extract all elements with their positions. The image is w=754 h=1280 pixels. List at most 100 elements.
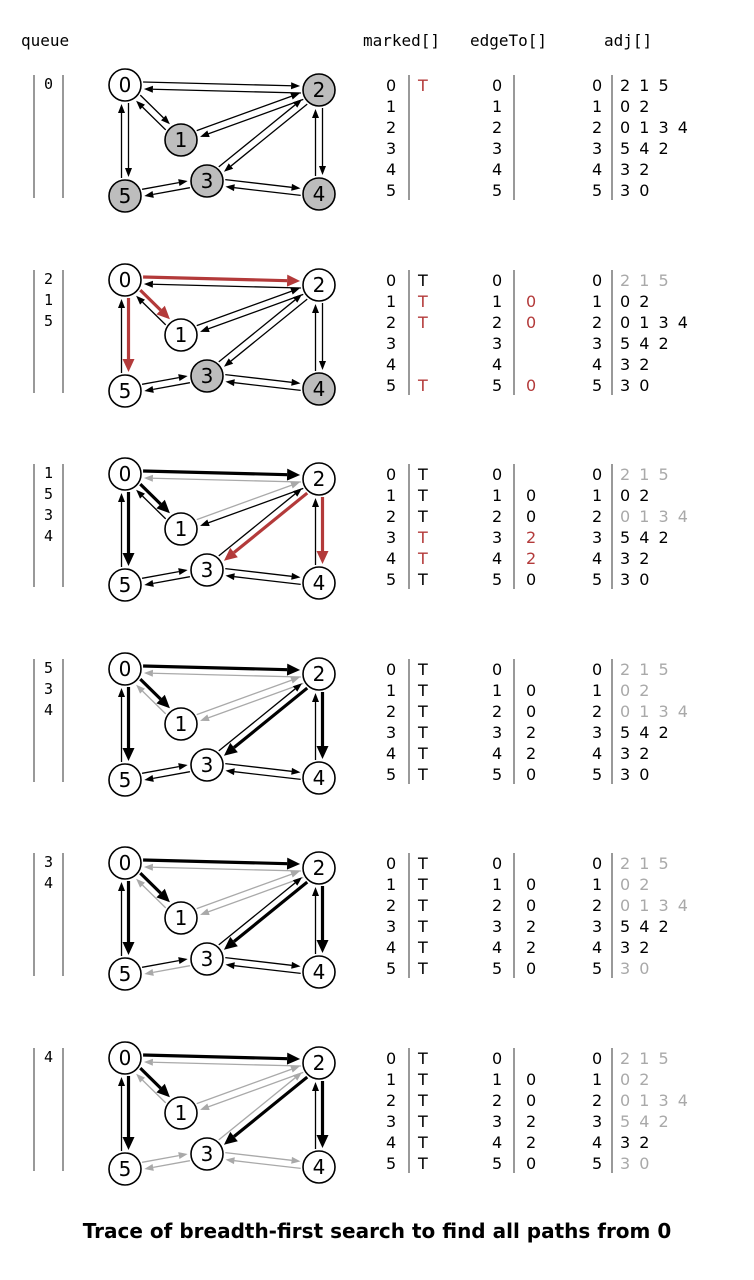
marked-index: 0 bbox=[386, 76, 397, 95]
marked-value: T bbox=[418, 917, 428, 936]
node-3 bbox=[190, 553, 224, 587]
edge-0-2 bbox=[143, 274, 301, 287]
edge-0-5 bbox=[125, 103, 132, 177]
edgeto-value: 2 bbox=[526, 938, 537, 957]
edge-3-5 bbox=[144, 576, 191, 587]
queue-right-bar bbox=[62, 270, 64, 393]
marked-value: T bbox=[418, 938, 428, 957]
node-2 bbox=[302, 851, 336, 885]
marked-value: T bbox=[418, 313, 428, 332]
marked-bar bbox=[408, 1048, 410, 1173]
marked-value: T bbox=[418, 744, 428, 763]
edgeto-value: 0 bbox=[526, 376, 537, 395]
queue-item: 5 bbox=[44, 312, 54, 330]
node-1 bbox=[164, 123, 198, 157]
edge-2-0 bbox=[143, 863, 301, 872]
adj-list: 2 1 5 bbox=[620, 465, 671, 484]
adj-index: 5 bbox=[592, 376, 603, 395]
trace-step: 4 0 1 2 3 4 5 0 T 1 T 2 T 3 T 4 T 5 T 0 1 0 2 0 3 2 4 2 5 0 0 2 1 5 1 0 2… bbox=[0, 1036, 754, 1196]
adj-index: 2 bbox=[592, 1091, 603, 1110]
adj-list: 5 4 2 bbox=[620, 917, 671, 936]
edge-2-0 bbox=[143, 669, 301, 678]
node-1 bbox=[164, 1096, 198, 1130]
adj-bar bbox=[611, 853, 613, 978]
edge-2-0 bbox=[143, 280, 301, 289]
adj-index: 5 bbox=[592, 570, 603, 589]
marked-value: T bbox=[418, 486, 428, 505]
edgeto-index: 5 bbox=[492, 570, 503, 589]
edgeto-index: 2 bbox=[492, 1091, 503, 1110]
marked-value: T bbox=[418, 1133, 428, 1152]
edgeto-value: 0 bbox=[526, 959, 537, 978]
edge-0-1 bbox=[139, 482, 170, 514]
marked-index: 2 bbox=[386, 896, 397, 915]
marked-value: T bbox=[418, 76, 428, 95]
node-2-label: 2 bbox=[313, 856, 326, 880]
node-0-label: 0 bbox=[119, 1046, 132, 1070]
adj-list: 2 1 5 bbox=[620, 76, 671, 95]
queue-item: 1 bbox=[44, 464, 54, 482]
edge-3-2 bbox=[218, 99, 303, 168]
marked-index: 1 bbox=[386, 486, 397, 505]
adj-index: 1 bbox=[592, 875, 603, 894]
edgeto-value: 0 bbox=[526, 1091, 537, 1110]
node-1-label: 1 bbox=[175, 517, 188, 541]
edge-5-3 bbox=[141, 1152, 188, 1163]
adj-list: 2 1 5 bbox=[620, 1049, 671, 1068]
marked-index: 2 bbox=[386, 507, 397, 526]
node-1-label: 1 bbox=[175, 906, 188, 930]
node-4-label: 4 bbox=[313, 960, 326, 984]
marked-index: 5 bbox=[386, 570, 397, 589]
node-4 bbox=[302, 761, 336, 795]
adj-index: 0 bbox=[592, 660, 603, 679]
node-4 bbox=[302, 372, 336, 406]
node-1-label: 1 bbox=[175, 323, 188, 347]
node-3 bbox=[190, 748, 224, 782]
node-2 bbox=[302, 268, 336, 302]
adj-list: 3 0 bbox=[620, 570, 652, 589]
marked-index: 3 bbox=[386, 528, 397, 547]
adj-index: 4 bbox=[592, 938, 603, 957]
edge-2-4 bbox=[319, 303, 326, 370]
queue-right-bar bbox=[62, 853, 64, 976]
marked-value: T bbox=[418, 702, 428, 721]
queue-left-bar bbox=[33, 659, 35, 782]
node-3-label: 3 bbox=[201, 1142, 214, 1166]
edge-0-2 bbox=[143, 1052, 301, 1065]
edgeto-index: 1 bbox=[492, 97, 503, 116]
edgeto-index: 0 bbox=[492, 465, 503, 484]
edge-2-4 bbox=[319, 108, 326, 175]
queue-left-bar bbox=[33, 464, 35, 587]
marked-value: T bbox=[418, 570, 428, 589]
edge-2-1 bbox=[200, 876, 304, 916]
edge-4-3 bbox=[225, 768, 301, 781]
adj-list: 3 2 bbox=[620, 938, 652, 957]
adj-list: 2 1 5 bbox=[620, 271, 671, 290]
graph-diagram: 0 1 2 3 4 5 bbox=[108, 1041, 336, 1186]
queue-item: 3 bbox=[44, 506, 54, 524]
edgeto-bar bbox=[513, 659, 515, 784]
node-4-label: 4 bbox=[313, 182, 326, 206]
node-4 bbox=[302, 566, 336, 600]
edge-5-0 bbox=[118, 299, 125, 373]
graph-diagram: 0 1 2 3 4 5 bbox=[108, 263, 336, 408]
adj-index: 4 bbox=[592, 549, 603, 568]
queue-left-bar bbox=[33, 270, 35, 393]
marked-value: T bbox=[418, 875, 428, 894]
adj-list: 0 1 3 4 bbox=[620, 313, 690, 332]
queue-item: 5 bbox=[44, 659, 54, 677]
adj-list: 3 0 bbox=[620, 376, 652, 395]
adj-index: 5 bbox=[592, 959, 603, 978]
adj-list: 5 4 2 bbox=[620, 528, 671, 547]
marked-index: 5 bbox=[386, 765, 397, 784]
edge-2-4 bbox=[316, 1081, 329, 1148]
adj-index: 1 bbox=[592, 486, 603, 505]
marked-index: 1 bbox=[386, 97, 397, 116]
marked-value: T bbox=[418, 660, 428, 679]
adj-list: 3 2 bbox=[620, 160, 652, 179]
edge-5-0 bbox=[118, 688, 125, 762]
adj-index: 3 bbox=[592, 723, 603, 742]
edgeto-bar bbox=[513, 464, 515, 589]
edge-0-1 bbox=[139, 1066, 170, 1098]
